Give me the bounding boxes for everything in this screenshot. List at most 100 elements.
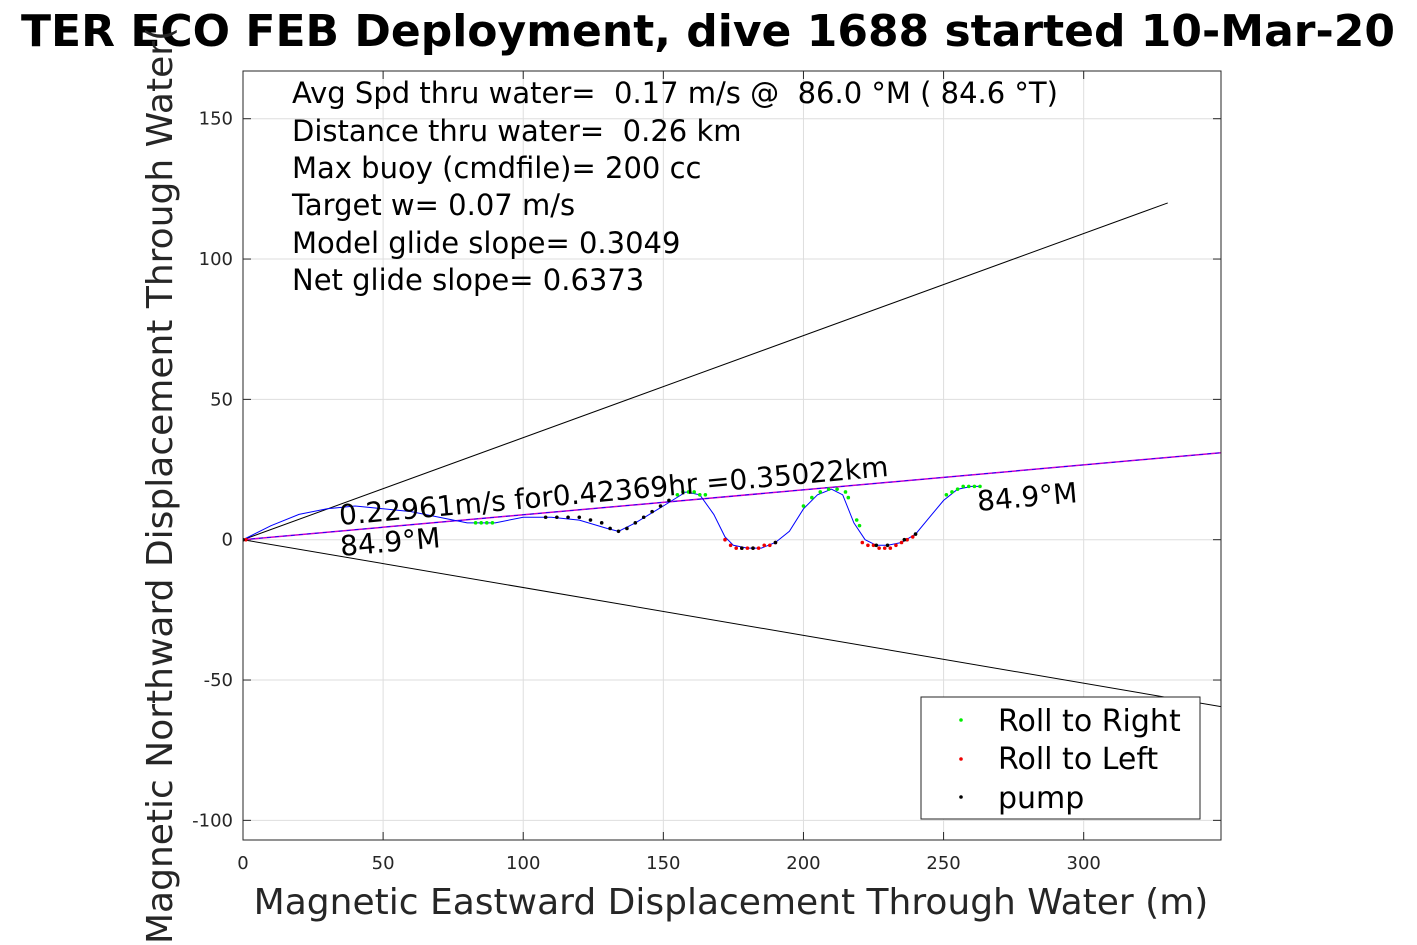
track-line	[243, 485, 980, 549]
point-roll-to-right	[703, 492, 708, 497]
envelope-lines	[243, 202, 1221, 708]
point-pump	[913, 532, 918, 536]
point-roll-to-right	[826, 487, 831, 491]
point-roll-to-right	[479, 521, 483, 525]
point-roll-to-left	[910, 535, 915, 539]
x-tick-label: 300	[1067, 853, 1101, 874]
point-pump	[751, 546, 755, 550]
point-pump	[599, 521, 604, 525]
plot-frame	[242, 70, 1222, 841]
x-tick-label: 150	[646, 853, 680, 874]
point-pump	[555, 515, 559, 520]
point-roll-to-left	[905, 537, 909, 542]
point-roll-to-right	[961, 484, 965, 489]
point-roll-to-left	[728, 543, 733, 548]
legend-marker-pump	[959, 795, 963, 799]
point-roll-to-right	[484, 521, 489, 525]
point-roll-to-right	[978, 484, 982, 489]
point-roll-to-left	[899, 540, 904, 545]
y-tick-label: 0	[222, 530, 233, 551]
point-roll-to-right	[697, 492, 702, 497]
x-tick-label: 100	[506, 853, 540, 874]
point-roll-to-left	[768, 543, 772, 548]
point-pump	[633, 521, 638, 525]
point-pump	[740, 546, 744, 550]
point-roll-to-left	[244, 537, 248, 542]
point-roll-to-left	[860, 540, 865, 545]
net-line	[243, 451, 1221, 541]
point-roll-to-right	[810, 495, 814, 500]
legend-label-roll-right: Roll to Right	[998, 704, 1181, 739]
point-roll-to-right	[692, 490, 696, 494]
point-roll-to-left	[871, 543, 876, 548]
legend: Roll to Right Roll to Left pump	[920, 696, 1201, 820]
point-roll-to-right	[950, 490, 954, 494]
point-roll-to-right	[955, 487, 960, 491]
point-roll-to-right	[972, 484, 977, 489]
point-roll-to-left	[894, 543, 898, 548]
point-pump	[641, 515, 646, 520]
point-pump	[773, 540, 778, 545]
point-pump	[566, 515, 570, 520]
point-roll-to-left	[723, 537, 727, 542]
point-roll-to-right	[473, 521, 478, 525]
point-roll-to-left	[756, 546, 761, 550]
legend-marker-roll-left	[959, 757, 963, 761]
point-roll-to-left	[866, 543, 870, 548]
point-roll-to-left	[877, 546, 881, 550]
point-pump	[608, 526, 612, 531]
grid	[242, 71, 1221, 840]
point-roll-to-right	[857, 523, 862, 528]
x-tick-label: 0	[237, 853, 248, 874]
y-tick-label: 50	[210, 389, 233, 410]
x-tick-label: 250	[926, 853, 960, 874]
point-roll-to-right	[490, 521, 495, 525]
point-pump	[885, 543, 890, 548]
point-pump	[874, 543, 879, 548]
point-pump	[667, 498, 671, 503]
info-avg-speed: Avg Spd thru water= 0.17 m/s @ 86.0 °M (…	[292, 76, 1058, 110]
point-roll-to-left	[734, 546, 739, 550]
point-roll-to-right	[801, 504, 806, 508]
legend-label-roll-left: Roll to Left	[998, 742, 1158, 777]
point-pump	[616, 529, 621, 534]
chart-title: TER ECO FEB Deployment, dive 1688 starte…	[21, 6, 1395, 57]
point-roll-to-right	[854, 518, 859, 522]
point-pump	[650, 509, 654, 514]
info-model-glide-slope: Model glide slope= 0.3049	[292, 226, 680, 260]
scatter-points	[243, 484, 982, 550]
point-pump	[588, 518, 593, 522]
point-pump	[625, 526, 629, 531]
x-tick-label: 50	[372, 853, 395, 874]
y-tick-label: -100	[192, 810, 233, 831]
x-tick-label: 200	[786, 853, 820, 874]
point-roll-to-right	[686, 490, 691, 494]
legend-box	[920, 696, 1201, 820]
point-roll-to-right	[681, 490, 685, 494]
x-axis-ticks: 0 50 100 150 200 250 300	[237, 71, 1101, 874]
point-pump	[658, 504, 663, 508]
point-roll-to-right	[675, 492, 680, 497]
point-pump	[902, 537, 907, 542]
y-tick-label: -50	[204, 670, 233, 691]
info-distance: Distance thru water= 0.26 km	[292, 114, 742, 148]
y-tick-label: 100	[199, 249, 233, 270]
point-roll-to-left	[762, 543, 767, 548]
y-axis-ticks: -100 -50 0 50 100 150	[192, 109, 1221, 831]
point-roll-to-right	[835, 487, 839, 491]
point-pump	[543, 515, 548, 520]
point-roll-to-right	[818, 490, 823, 494]
x-axis-title: Magnetic Eastward Displacement Through W…	[254, 882, 1209, 923]
net-heading-line-dash	[243, 452, 1221, 541]
point-roll-to-right	[966, 484, 971, 489]
point-roll-to-left	[882, 546, 887, 550]
legend-marker-roll-right	[959, 718, 963, 722]
point-roll-to-left	[745, 546, 750, 550]
point-pump	[577, 515, 582, 520]
info-text-block: Avg Spd thru water= 0.17 m/s @ 86.0 °M (…	[291, 76, 1058, 297]
envelope-line-lower	[243, 539, 1221, 708]
envelope-line-upper	[243, 202, 1168, 541]
y-axis-title: Magnetic Northward Displacement Through …	[140, 27, 181, 944]
point-roll-to-right	[846, 495, 851, 500]
